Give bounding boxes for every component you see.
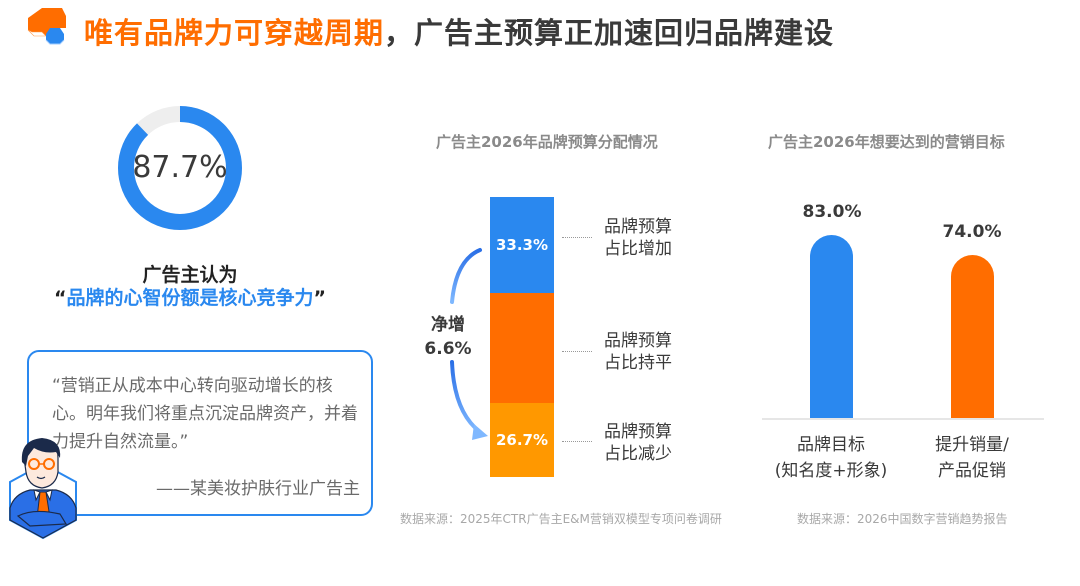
label-flat-line1: 品牌预算 bbox=[604, 331, 672, 351]
bar1-category-line1: 品牌目标 bbox=[797, 435, 865, 455]
net-increase-value: 6.6% bbox=[424, 339, 472, 359]
open-quote: “ bbox=[53, 287, 67, 309]
bar2-category-line2: 产品促销 bbox=[938, 461, 1006, 481]
chart2-source: 数据来源：2026中国数字营销趋势报告 bbox=[797, 512, 1008, 526]
net-change-arrow-icon bbox=[450, 248, 488, 440]
belief-subject: 广告主认为 bbox=[142, 264, 238, 286]
segment-increase-value: 33.3% bbox=[495, 236, 549, 254]
quote-text: “营销正从成本中心转向驱动增长的核心。明年我们将重点沉淀品牌资产，并着力提升自然… bbox=[52, 376, 358, 452]
donut-chart bbox=[118, 106, 242, 230]
bar-sales-goal bbox=[951, 255, 994, 418]
segment-increase: 33.3% bbox=[490, 197, 554, 293]
label-increase-line1: 品牌预算 bbox=[604, 217, 672, 237]
belief-statement: “品牌的心智份额是核心竞争力” bbox=[0, 283, 380, 310]
quote-box bbox=[27, 350, 373, 516]
net-increase-title: 净增 bbox=[431, 315, 465, 335]
bar-brand-goal bbox=[810, 235, 853, 418]
chart1-source: 数据来源：2025年CTR广告主E&M营销双模型专项问卷调研 bbox=[400, 512, 722, 526]
label-decrease-line1: 品牌预算 bbox=[604, 422, 672, 442]
label-flat-line2: 占比持平 bbox=[604, 353, 672, 373]
brand-logo-icon bbox=[27, 8, 66, 45]
title-rest: ，广告主预算正加速回归品牌建设 bbox=[384, 16, 835, 50]
page-title: 唯有品牌力可穿越周期，广告主预算正加速回归品牌建设 bbox=[84, 10, 834, 52]
title-highlight: 唯有品牌力可穿越周期 bbox=[84, 16, 385, 50]
close-quote: ” bbox=[313, 287, 327, 309]
bar1-category-line2: (知名度+形象) bbox=[774, 461, 888, 481]
label-increase-line2: 占比增加 bbox=[604, 239, 672, 259]
belief-statement-text: 品牌的心智份额是核心竞争力 bbox=[66, 287, 314, 309]
bar2-category-line1: 提升销量/ bbox=[935, 435, 1009, 455]
segment-flat bbox=[490, 293, 554, 403]
bar1-value: 83.0% bbox=[802, 202, 862, 222]
bar2-category: 提升销量/ 产品促销 bbox=[897, 432, 1047, 484]
bar2-value: 74.0% bbox=[942, 222, 1002, 242]
donut-value: 87.7% bbox=[132, 150, 228, 185]
quote-author: ——某美妆护肤行业广告主 bbox=[156, 479, 360, 499]
bar1-category: 品牌目标 (知名度+形象) bbox=[756, 432, 906, 484]
leader-line-decrease bbox=[562, 441, 592, 442]
label-flat: 品牌预算 占比持平 bbox=[604, 330, 694, 374]
chart1-title: 广告主2026年品牌预算分配情况 bbox=[436, 133, 658, 151]
segment-decrease: 26.7% bbox=[490, 403, 554, 477]
label-decrease-line2: 占比减少 bbox=[604, 444, 672, 464]
chart2-title: 广告主2026年想要达到的营销目标 bbox=[768, 133, 1005, 151]
chart2-baseline bbox=[762, 418, 1044, 420]
leader-line-increase bbox=[562, 237, 592, 238]
segment-decrease-value: 26.7% bbox=[495, 431, 549, 449]
label-increase: 品牌预算 占比增加 bbox=[604, 216, 694, 260]
businessman-avatar-icon bbox=[9, 438, 77, 540]
label-decrease: 品牌预算 占比减少 bbox=[604, 421, 694, 465]
net-increase-label: 净增 6.6% bbox=[420, 313, 476, 361]
budget-stacked-bar: 33.3% 26.7% bbox=[490, 197, 554, 477]
leader-line-flat bbox=[562, 351, 592, 352]
